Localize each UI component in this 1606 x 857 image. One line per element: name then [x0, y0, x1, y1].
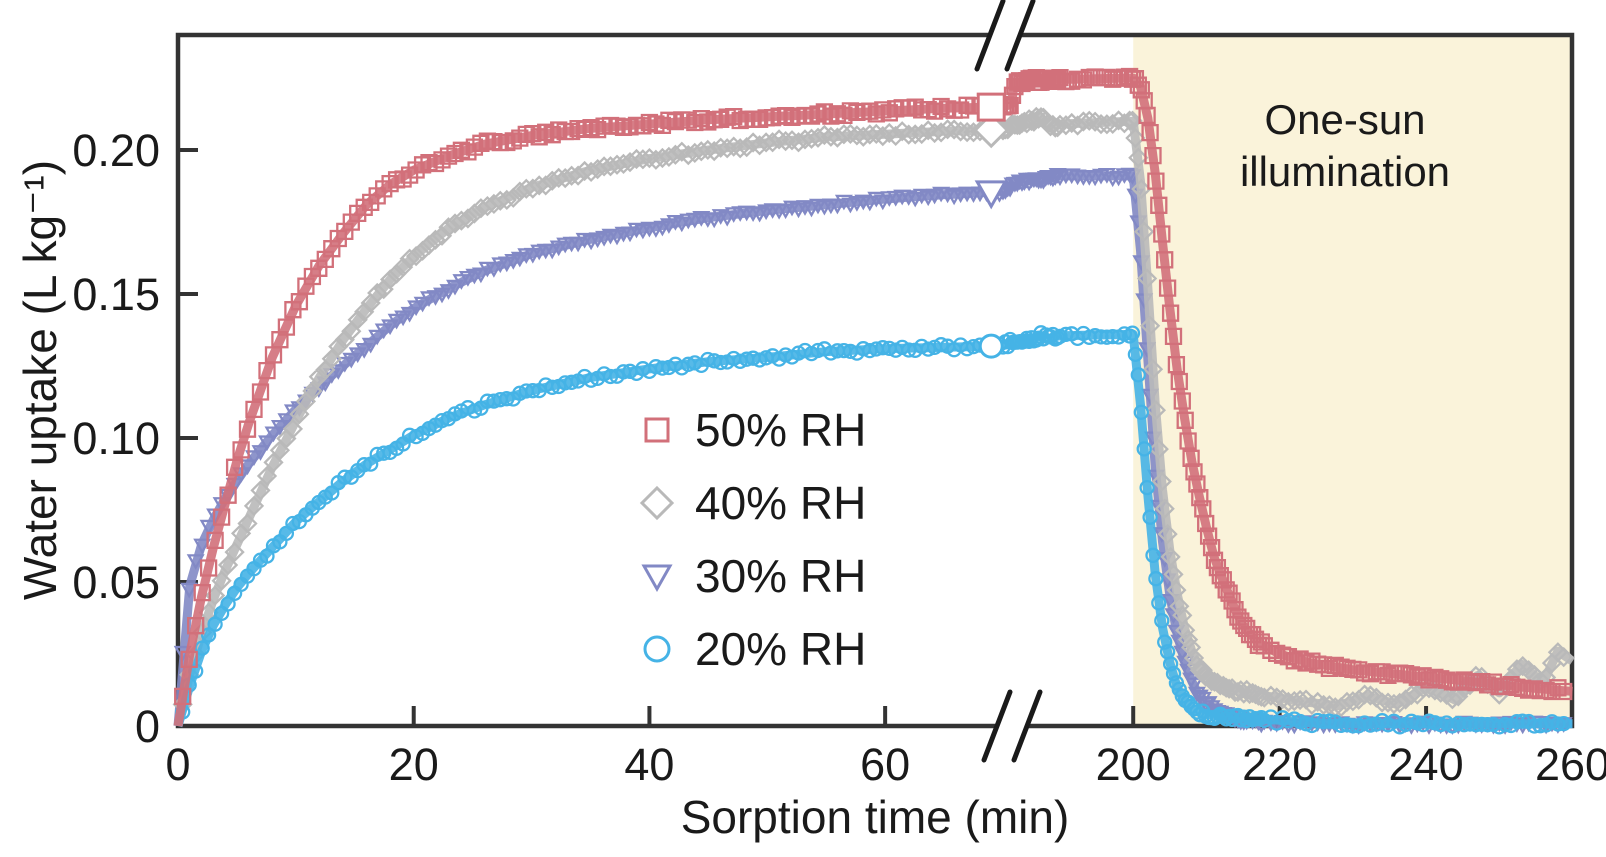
circle-marker-icon	[643, 635, 671, 662]
series-markers-50rh	[174, 67, 1573, 706]
one-sun-annotation: One-sun illumination	[1150, 94, 1540, 198]
axis-break-slash	[1004, 0, 1036, 72]
y-tick-label: 0.15	[72, 269, 160, 320]
legend-item-20rh: 20% RH	[637, 612, 866, 685]
x-tick-label: 60	[860, 739, 910, 790]
one-sun-region	[1133, 35, 1573, 726]
x-tick-label: 0	[165, 739, 190, 790]
axis-break-slash	[974, 0, 1006, 72]
one-sun-annotation-line1: One-sun	[1264, 96, 1426, 143]
x-tick-label: 40	[624, 739, 674, 790]
highlight-marker-20rh	[978, 333, 1004, 359]
legend-item-40rh: 40% RH	[637, 466, 866, 539]
x-tick-label: 20	[389, 739, 439, 790]
one-sun-annotation-line2: illumination	[1239, 148, 1451, 195]
x-tick-label: 260	[1535, 739, 1606, 790]
legend-label-50rh: 50% RH	[695, 403, 867, 456]
legend: 50% RH 40% RH 30% RH 20% RH	[637, 393, 866, 685]
legend-label-20rh: 20% RH	[695, 622, 867, 675]
x-tick-label: 200	[1096, 739, 1171, 790]
highlight-marker-40rh	[973, 112, 1010, 149]
y-tick-label: 0.20	[72, 125, 160, 176]
plot-frame	[175, 32, 1575, 729]
x-axis-title: Sorption time (min)	[680, 791, 1070, 843]
y-tick-label: 0.05	[72, 557, 160, 608]
square-marker-icon	[644, 417, 670, 442]
axis-break-slash	[1011, 689, 1043, 763]
legend-label-40rh: 40% RH	[695, 476, 867, 529]
highlight-marker-30rh	[974, 180, 1008, 210]
y-tick-label: 0	[135, 701, 160, 752]
axis-break-mask	[976, 1, 1034, 69]
axis-break-mask	[983, 692, 1041, 760]
legend-item-30rh: 30% RH	[637, 539, 866, 612]
highlight-marker-50rh	[976, 92, 1006, 122]
y-tick-label: 0.10	[72, 413, 160, 464]
legend-label-30rh: 30% RH	[695, 549, 867, 602]
series-markers-20rh	[175, 325, 1572, 735]
legend-item-50rh: 50% RH	[637, 393, 866, 466]
x-tick-label: 240	[1389, 739, 1464, 790]
axis-break-slash	[981, 689, 1013, 763]
triangle-down-marker-icon	[641, 564, 673, 592]
diamond-marker-icon	[639, 485, 675, 520]
x-tick-label: 220	[1242, 739, 1317, 790]
y-axis-title: Water uptake (L kg⁻¹)	[14, 159, 66, 601]
